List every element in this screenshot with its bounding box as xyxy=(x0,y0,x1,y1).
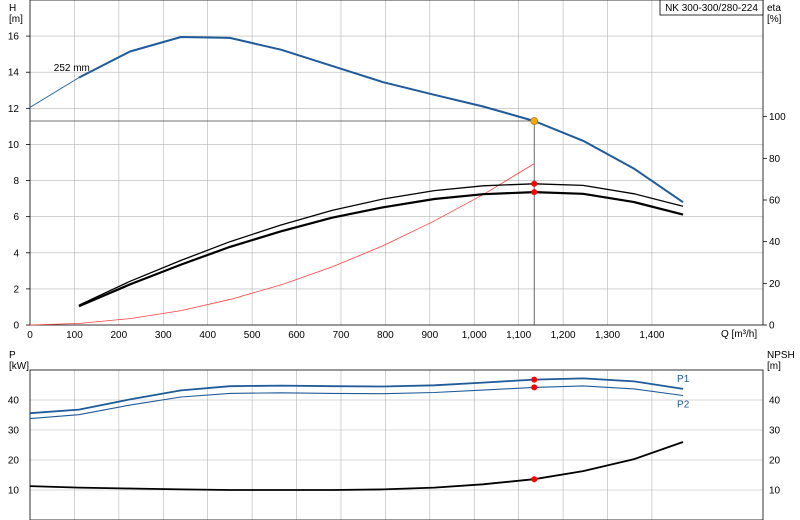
bottom-right-axis-unit: [m] xyxy=(767,361,781,372)
markers xyxy=(530,117,539,483)
duty-marker xyxy=(531,384,538,391)
head-tick-label: 16 xyxy=(8,32,20,43)
series-label-p2: P2 xyxy=(677,400,690,411)
head-tick-label: 4 xyxy=(13,248,19,259)
curves xyxy=(29,36,684,491)
top-left-axis-label: H xyxy=(9,3,16,14)
head-tick-label: 14 xyxy=(8,68,20,79)
x-tick-label: 400 xyxy=(199,330,216,341)
x-tick-label: 800 xyxy=(377,330,394,341)
head-tick-label: 6 xyxy=(13,212,19,223)
eta-tick-label: 20 xyxy=(769,279,781,290)
x-axis-label: Q [m³/h] xyxy=(721,329,757,340)
power-tick-label: 40 xyxy=(8,396,20,407)
eta-tick-label: 0 xyxy=(769,321,775,332)
head-line xyxy=(78,36,684,204)
top-chart-frame xyxy=(29,0,764,326)
npsh-tick-label: 10 xyxy=(769,486,781,497)
bottom-right-axis-label: NPSH xyxy=(767,350,795,361)
eta-tick-label: 100 xyxy=(769,112,786,123)
p1-line xyxy=(29,377,684,415)
bottom-left-axis-unit: [kW] xyxy=(9,361,29,372)
npsh-tick-label: 40 xyxy=(769,396,781,407)
efficiency-marker xyxy=(531,189,538,196)
duty-marker xyxy=(531,376,538,383)
p2-line xyxy=(29,385,684,420)
x-tick-label: 300 xyxy=(155,330,172,341)
npsh-tick-label: 20 xyxy=(769,456,781,467)
x-tick-label: 1,000 xyxy=(462,330,487,341)
bottom-left-axis-label: P xyxy=(9,350,16,361)
head-tick-label: 12 xyxy=(8,104,20,115)
power-tick-label: 20 xyxy=(8,456,20,467)
eta-1-line xyxy=(78,183,684,306)
top-right-axis-unit: [%] xyxy=(767,14,782,25)
x-tick-label: 600 xyxy=(288,330,305,341)
head-extension-line xyxy=(29,77,80,108)
impeller-diameter-annotation: 252 mm xyxy=(54,63,90,74)
x-tick-label: 900 xyxy=(421,330,438,341)
system-curve-line xyxy=(29,163,535,326)
x-tick-label: 200 xyxy=(111,330,128,341)
head-tick-label: 10 xyxy=(8,140,20,151)
bottom-chart-grid xyxy=(30,370,763,520)
x-tick-label: 100 xyxy=(66,330,83,341)
eta-tick-label: 40 xyxy=(769,237,781,248)
head-tick-label: 2 xyxy=(13,284,19,295)
x-tick-label: 1,100 xyxy=(506,330,531,341)
bottom-chart-frame xyxy=(29,369,764,520)
npsh-line xyxy=(29,441,684,491)
title-box-label: NK 300-300/280-224 xyxy=(665,3,758,14)
eta-tick-label: 60 xyxy=(769,196,781,207)
top-left-axis-unit: [m] xyxy=(9,14,23,25)
x-tick-label: 1,200 xyxy=(551,330,576,341)
title-box xyxy=(659,0,764,16)
duty-point-marker xyxy=(530,117,539,125)
x-tick-label: 500 xyxy=(244,330,261,341)
tick-labels: 0 100 200 300 400 500 600 700 800 900 1,000 1,100 1,… xyxy=(8,32,786,497)
eta-tick-label: 80 xyxy=(769,154,781,165)
power-tick-label: 30 xyxy=(8,426,20,437)
x-tick-label: 700 xyxy=(333,330,350,341)
duty-marker xyxy=(531,476,538,483)
efficiency-marker xyxy=(531,180,538,187)
head-tick-label: 8 xyxy=(13,176,19,187)
x-tick-label: 1,400 xyxy=(639,330,664,341)
x-tick-label: 1,300 xyxy=(595,330,620,341)
head-tick-label: 0 xyxy=(13,321,19,332)
top-right-axis-label: eta xyxy=(767,3,781,14)
eta-2-line xyxy=(78,191,684,308)
npsh-tick-label: 30 xyxy=(769,426,781,437)
series-label-p1: P1 xyxy=(677,374,690,385)
power-tick-label: 10 xyxy=(8,486,20,497)
x-tick-label: 0 xyxy=(27,330,33,341)
